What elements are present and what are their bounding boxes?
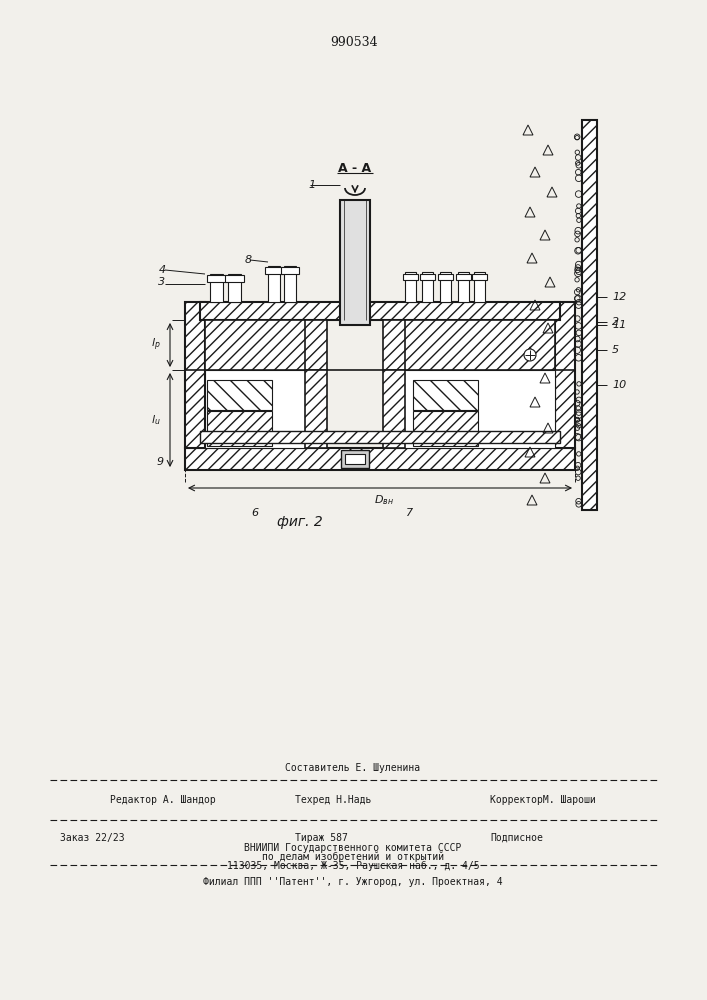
Bar — [205, 320, 315, 370]
Bar — [284, 266, 296, 302]
Text: $l_u$: $l_u$ — [151, 413, 160, 427]
Text: 9: 9 — [156, 457, 163, 467]
Bar — [403, 274, 418, 280]
Circle shape — [524, 349, 536, 361]
Bar — [582, 120, 597, 510]
Bar — [268, 266, 280, 302]
Bar — [340, 200, 370, 325]
Text: $D_{вн}$: $D_{вн}$ — [373, 493, 394, 507]
Text: 990534: 990534 — [330, 35, 378, 48]
Bar — [305, 320, 327, 370]
Bar — [413, 411, 478, 446]
Bar — [472, 274, 487, 280]
Bar — [395, 370, 555, 448]
Bar — [383, 320, 405, 370]
Bar — [456, 274, 471, 280]
Text: Составитель Е. Шуленина: Составитель Е. Шуленина — [286, 763, 421, 773]
Text: 5: 5 — [612, 345, 619, 355]
Text: 2: 2 — [612, 317, 619, 327]
Text: A - A: A - A — [339, 161, 372, 174]
Text: 11: 11 — [612, 320, 626, 330]
Text: Заказ 22/23: Заказ 22/23 — [60, 833, 124, 843]
Text: Филиал ППП ''Патент'', г. Ужгород, ул. Проектная, 4: Филиал ППП ''Патент'', г. Ужгород, ул. П… — [203, 877, 503, 887]
Bar — [555, 302, 575, 448]
Bar — [341, 450, 369, 468]
Bar — [395, 320, 555, 370]
Text: 12: 12 — [612, 292, 626, 302]
Bar — [200, 431, 560, 443]
Text: 3: 3 — [158, 277, 165, 287]
Text: Тираж 587: Тираж 587 — [295, 833, 348, 843]
Bar — [440, 272, 451, 302]
Bar — [281, 267, 299, 274]
Text: 10: 10 — [612, 380, 626, 390]
Text: Подписное: Подписное — [490, 833, 543, 843]
Text: Редактор А. Шандор: Редактор А. Шандор — [110, 795, 216, 805]
Text: Техред Н.Надь: Техред Н.Надь — [295, 795, 371, 805]
Bar — [458, 272, 469, 302]
Bar — [228, 274, 241, 302]
Bar — [422, 272, 433, 302]
Bar — [305, 370, 327, 448]
Text: КорректорМ. Шароши: КорректорМ. Шароши — [490, 795, 596, 805]
Text: 7: 7 — [407, 508, 414, 518]
Bar — [225, 275, 244, 282]
Text: ВНИИПИ Государственного комитета СССР: ВНИИПИ Государственного комитета СССР — [245, 843, 462, 853]
Bar — [265, 267, 283, 274]
Bar — [205, 370, 315, 448]
Text: 6: 6 — [252, 508, 259, 518]
Bar — [345, 454, 365, 464]
Bar — [438, 274, 453, 280]
Text: по делам изобретений и открытий: по делам изобретений и открытий — [262, 852, 444, 862]
Bar — [413, 380, 478, 410]
Bar — [200, 302, 560, 320]
Bar — [420, 274, 435, 280]
Text: 1: 1 — [308, 180, 315, 190]
Text: фиг. 2: фиг. 2 — [277, 515, 323, 529]
Bar — [185, 448, 575, 470]
Bar — [383, 370, 405, 448]
Bar — [207, 275, 226, 282]
Bar — [210, 274, 223, 302]
Bar — [207, 411, 272, 446]
Bar — [474, 272, 485, 302]
Bar — [405, 272, 416, 302]
Bar — [207, 380, 272, 410]
Text: $l_p$: $l_p$ — [151, 337, 160, 353]
Text: 4: 4 — [158, 265, 165, 275]
Text: 113035, Москва, Ж-35, Раушская наб., д. 4/5: 113035, Москва, Ж-35, Раушская наб., д. … — [227, 861, 479, 871]
Text: 8: 8 — [245, 255, 252, 265]
Bar — [185, 302, 205, 448]
